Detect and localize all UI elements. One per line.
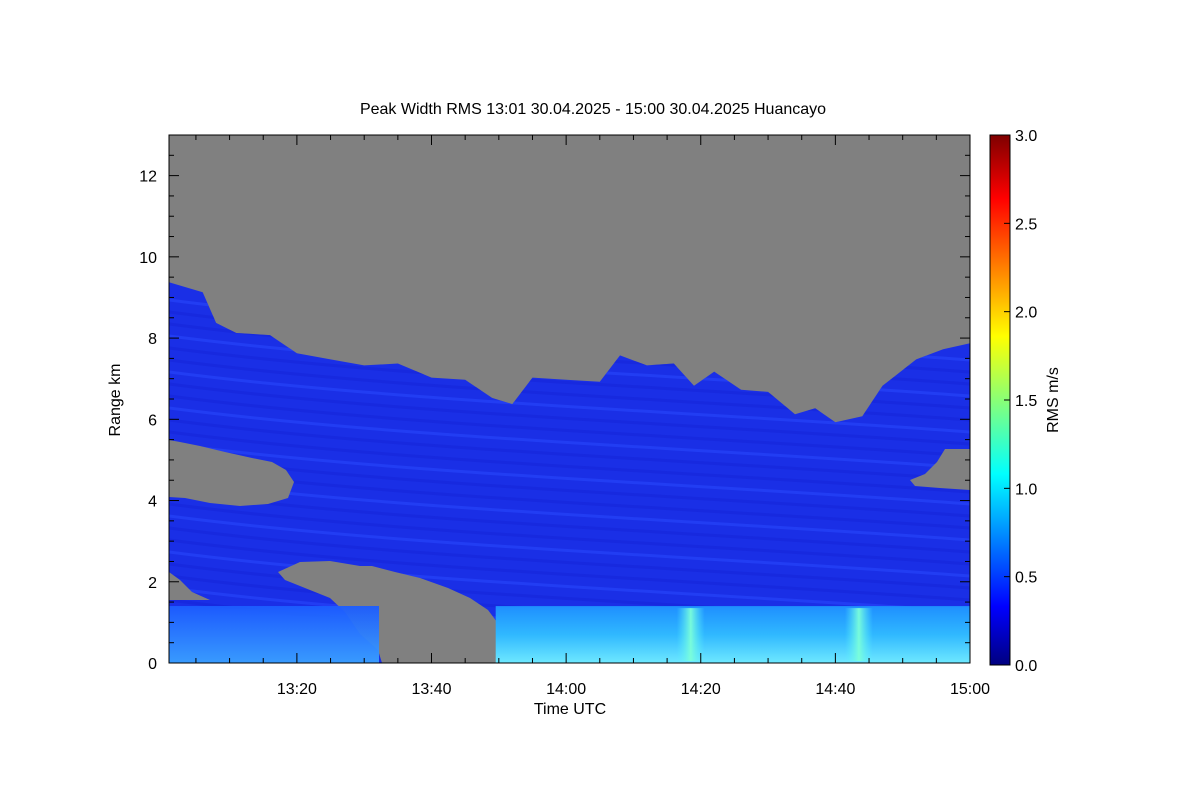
- band-line: [169, 442, 970, 506]
- colorbar: 0.0 0.5 1.0 1.5 2.0 2.5 3.0 RMS m/s: [989, 128, 1062, 675]
- gap-left-bottom: [169, 572, 210, 600]
- colorbar-tick-label: 2.5: [1015, 216, 1037, 233]
- band-line: [169, 490, 970, 554]
- low-layer: [495, 606, 970, 663]
- y-tick-label: 4: [148, 494, 157, 511]
- colorbar-tick-label: 3.0: [1015, 128, 1037, 145]
- y-axis-ticks: 0 2 4 6 8 10 12: [139, 134, 970, 673]
- colorbar-ticks: 0.0 0.5 1.0 1.5 2.0 2.5 3.0: [1004, 128, 1037, 675]
- colorbar-tick-label: 0.5: [1015, 570, 1037, 587]
- band-line: [169, 550, 970, 614]
- band-line: [169, 538, 970, 602]
- low-layer-left: [169, 606, 379, 663]
- y-tick-label: 0: [148, 656, 157, 673]
- chart-title: Peak Width RMS 13:01 30.04.2025 - 15:00 …: [360, 101, 826, 118]
- colorbar-tick-label: 0.0: [1015, 658, 1037, 675]
- x-axis-label: Time UTC: [534, 701, 606, 718]
- band-line: [169, 370, 970, 434]
- band-line: [169, 514, 970, 578]
- y-axis-label: Range km: [107, 364, 124, 437]
- y-tick-label: 2: [148, 575, 157, 592]
- band-line: [169, 382, 970, 446]
- x-tick-label: 14:00: [546, 681, 586, 698]
- x-tick-label: 13:20: [277, 681, 317, 698]
- enhanced-streak-2: [844, 608, 873, 661]
- band-line: [169, 406, 970, 470]
- x-tick-label: 15:00: [950, 681, 990, 698]
- x-axis-ticks: 13:20 13:40 14:00 14:20 14:40 15:00: [195, 135, 990, 698]
- x-tick-label: 14:40: [815, 681, 855, 698]
- y-tick-label: 12: [139, 169, 157, 186]
- colorbar-tick-label: 1.0: [1015, 481, 1037, 498]
- colorbar-tick-label: 1.5: [1015, 393, 1037, 410]
- band-line: [169, 430, 970, 494]
- band-line: [169, 394, 970, 458]
- gap-right-middle: [910, 449, 970, 490]
- plot-area: [169, 135, 970, 663]
- band-line: [169, 526, 970, 590]
- colorbar-label: RMS m/s: [1045, 367, 1062, 433]
- x-tick-label: 14:20: [681, 681, 721, 698]
- y-tick-label: 6: [148, 412, 157, 429]
- x-tick-label: 13:40: [411, 681, 451, 698]
- colorbar-tick-label: 2.0: [1015, 305, 1037, 322]
- gap-lower-middle: [278, 561, 530, 663]
- band-line: [169, 418, 970, 482]
- enhanced-streak-1: [676, 608, 705, 661]
- y-tick-label: 8: [148, 331, 157, 348]
- y-tick-label: 10: [139, 250, 157, 267]
- gap-left-middle: [169, 440, 294, 506]
- band-line: [169, 502, 970, 566]
